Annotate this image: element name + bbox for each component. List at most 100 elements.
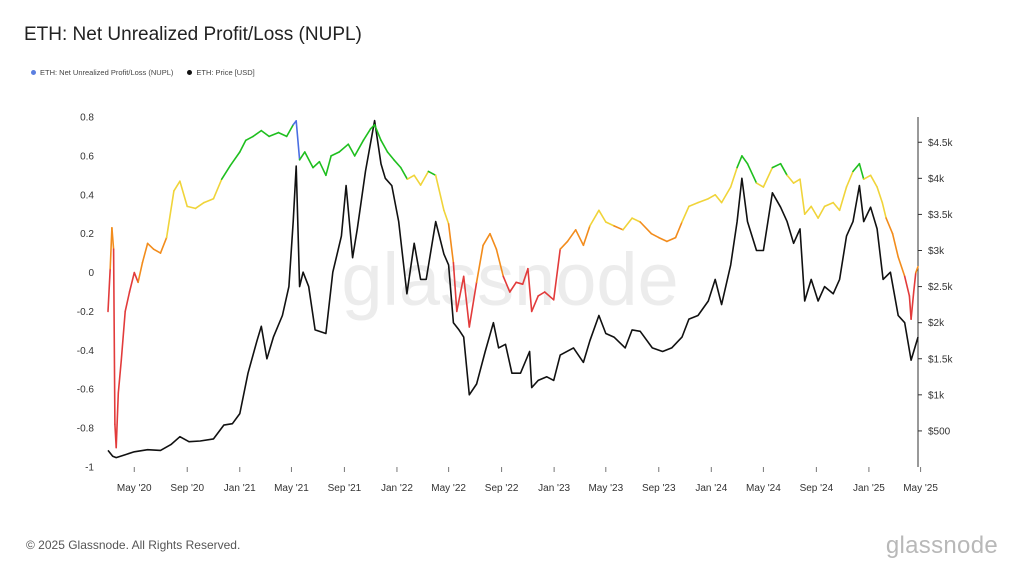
nupl-line-segment <box>353 139 365 157</box>
x-axis-tick-label: Jan '23 <box>538 483 570 494</box>
nupl-line-segment <box>133 271 139 284</box>
x-axis-tick-label: May '24 <box>746 483 781 494</box>
nupl-line-segment <box>681 205 690 223</box>
nupl-line-segment <box>823 201 835 208</box>
left-axis-tick-label: 0.2 <box>80 229 94 240</box>
nupl-line-segment <box>631 217 642 223</box>
nupl-line-segment <box>427 170 437 177</box>
nupl-line-segment <box>386 151 395 161</box>
nupl-line-segment <box>137 261 144 284</box>
nupl-line-segment <box>714 194 723 204</box>
right-axis-tick-label: $2.5k <box>928 282 953 293</box>
nupl-line-segment <box>347 143 356 157</box>
nupl-line-segment <box>229 151 241 167</box>
nupl-line-segment <box>674 221 683 239</box>
nupl-line-segment <box>413 174 422 186</box>
nupl-line-segment <box>109 227 113 270</box>
nupl-line-segment <box>903 275 911 297</box>
right-axis-tick-label: $1.5k <box>928 354 953 365</box>
brand-logo: glassnode <box>885 532 998 559</box>
nupl-line-segment <box>107 267 111 313</box>
x-axis-tick-label: Jan '22 <box>381 483 413 494</box>
nupl-line-segment <box>707 194 717 200</box>
nupl-line-segment <box>380 139 389 153</box>
nupl-line-segment <box>657 236 668 243</box>
right-axis-tick-label: $4k <box>928 174 945 185</box>
nupl-line-segment <box>559 240 569 250</box>
left-axis-tick-label: -1 <box>85 463 94 474</box>
x-axis-tick-label: May '25 <box>903 483 938 494</box>
nupl-line-segment <box>325 155 332 177</box>
nupl-line-segment <box>112 248 116 426</box>
left-axis-tick-label: 0.4 <box>80 190 94 201</box>
left-axis-tick-label: -0.2 <box>77 307 95 318</box>
nupl-line-segment <box>252 129 263 138</box>
nupl-line-segment <box>419 170 430 186</box>
right-axis-tick-label: $2k <box>928 318 945 329</box>
nupl-line-segment <box>862 174 872 180</box>
nupl-line-segment <box>762 166 774 188</box>
nupl-line-segment <box>771 162 782 169</box>
nupl-line-segment <box>303 151 314 169</box>
nupl-line-segment <box>124 291 131 313</box>
legend-item-nupl[interactable]: ETH: Net Unrealized Profit/Loss (NUPL) <box>31 68 173 77</box>
nupl-line-segment <box>482 232 491 247</box>
nupl-line-segment <box>891 232 900 258</box>
x-axis-tick-label: Jan '25 <box>853 483 885 494</box>
right-axis-tick-label: $1k <box>928 390 945 401</box>
nupl-line-segment <box>455 275 465 313</box>
nupl-line-segment <box>810 205 819 219</box>
nupl-line-segment <box>543 291 555 301</box>
left-axis-tick-label: -0.4 <box>77 346 95 357</box>
nupl-line-segment <box>462 275 471 328</box>
x-axis-tick-label: Sep '20 <box>170 483 204 494</box>
nupl-line-segment <box>260 129 270 138</box>
price-line <box>107 119 919 459</box>
nupl-line-segment <box>574 229 585 247</box>
nupl-line-segment <box>298 151 306 161</box>
x-axis-tick-label: Sep '21 <box>328 483 362 494</box>
x-axis-tick-label: May '22 <box>431 483 466 494</box>
nupl-line-segment <box>111 227 115 250</box>
nupl-line-segment <box>475 244 484 284</box>
nupl-line-segment <box>527 267 533 313</box>
nupl-line-segment <box>876 186 884 204</box>
nupl-line-segment <box>165 190 175 239</box>
nupl-line-segment <box>239 139 247 153</box>
nupl-line-segment <box>729 166 738 188</box>
nupl-series <box>107 120 919 449</box>
nupl-line-segment <box>639 221 653 235</box>
copyright-text: © 2025 Glassnode. All Rights Reserved. <box>26 538 241 552</box>
nupl-line-segment <box>447 223 455 264</box>
nupl-line-segment <box>285 124 295 138</box>
nupl-line-segment <box>312 160 321 169</box>
nupl-line-segment <box>117 359 123 394</box>
x-axis-tick-label: May '20 <box>117 483 152 494</box>
legend-swatch-price <box>187 70 193 75</box>
x-axis-tick-label: May '21 <box>274 483 309 494</box>
x-axis-tick-label: Jan '21 <box>224 483 256 494</box>
nupl-line-segment <box>515 281 524 286</box>
nupl-line-segment <box>393 159 402 169</box>
nupl-line-segment <box>245 135 254 142</box>
nupl-line-segment <box>746 162 758 184</box>
nupl-line-segment <box>443 209 450 225</box>
nupl-line-segment <box>399 166 409 180</box>
left-axis-tick-label: -0.6 <box>77 385 95 396</box>
nupl-line-segment <box>881 201 887 219</box>
nupl-line-segment <box>604 221 615 227</box>
x-axis-tick-label: Sep '23 <box>642 483 676 494</box>
nupl-line-segment <box>220 164 232 180</box>
nupl-line-segment <box>885 217 894 235</box>
nupl-line-segment <box>468 281 478 328</box>
nupl-line-segment <box>779 162 788 177</box>
nupl-line-segment <box>537 291 546 297</box>
legend-item-price[interactable]: ETH: Price [USD] <box>187 68 255 77</box>
nupl-line-segment <box>173 180 181 192</box>
nupl-line-segment <box>799 178 806 215</box>
nupl-line-segment <box>832 201 841 212</box>
nupl-line-segment <box>146 242 155 250</box>
nupl-line-segment <box>803 205 813 215</box>
x-axis-tick-label: Sep '22 <box>485 483 519 494</box>
